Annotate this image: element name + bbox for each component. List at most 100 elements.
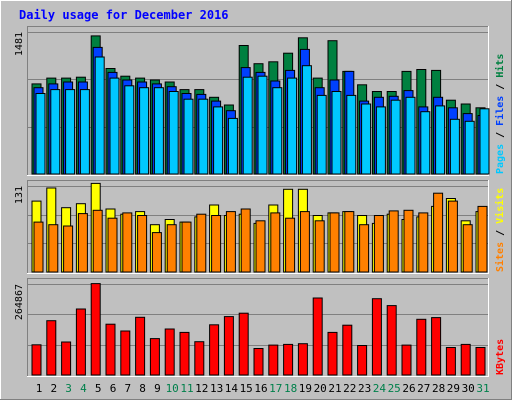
bar-kbytes-day-12 [194,341,205,376]
x-tick-label-day-8: 8 [139,382,146,395]
bar-kbytes-day-16 [253,348,264,376]
bar-kbytes-day-17 [268,344,279,376]
bar-pages-day-5 [94,56,105,175]
bar-pages-day-10 [168,91,179,175]
legend-sites: Sites [494,242,506,272]
bar-pages-day-27 [420,111,431,175]
y-max-label: 1481 [14,32,25,56]
bar-pages-day-17 [272,87,283,175]
bar-kbytes-day-10 [164,328,175,376]
x-tick-label-day-3: 3 [65,382,72,395]
legend-separator: / [495,78,506,96]
bar-kbytes-day-1 [31,344,42,376]
legend-files: Files [494,96,506,126]
x-tick-label-day-4: 4 [80,382,87,395]
bar-pages-day-20 [316,94,327,175]
x-tick-label-day-26: 26 [402,382,415,395]
bar-kbytes-day-5 [90,283,101,376]
bar-sites-day-15 [240,208,251,273]
bar-pages-day-30 [464,120,475,175]
bar-pages-day-2 [50,89,61,175]
bar-sites-day-31 [477,205,488,273]
bar-kbytes-day-15 [238,312,249,376]
bar-sites-day-17 [270,212,281,273]
legend-visits: Visits [494,188,506,224]
bar-kbytes-day-4 [75,308,86,376]
x-tick-label-day-22: 22 [343,382,356,395]
x-tick-label-day-29: 29 [447,382,460,395]
bar-kbytes-day-6 [105,323,116,376]
bar-sites-day-18 [285,217,296,273]
bar-pages-day-12 [198,98,209,175]
x-tick-label-day-21: 21 [328,382,341,395]
bar-kbytes-day-3 [61,341,72,376]
legend-separator: / [495,224,506,242]
bar-sites-day-30 [462,224,473,273]
x-tick-label-day-7: 7 [124,382,131,395]
bar-pages-day-4 [79,89,90,175]
bar-pages-day-24 [375,106,386,175]
bar-pages-day-11 [183,98,194,175]
bar-kbytes-day-7 [120,330,131,376]
series-legend: Pages / Files / Hits [494,54,506,174]
bar-sites-day-16 [255,220,266,273]
bar-kbytes-day-22 [342,324,353,376]
x-tick-label-day-15: 15 [240,382,253,395]
bar-pages-day-18 [287,77,298,175]
bar-sites-day-26 [403,209,414,273]
bar-pages-day-1 [35,93,46,175]
x-tick-label-day-17: 17 [269,382,282,395]
panel-kbytes: 264867 KBytes [14,278,506,377]
chart-title: Daily usage for December 2016 [19,8,229,22]
bar-kbytes-day-18 [283,343,294,376]
bar-sites-day-5 [92,209,103,273]
bar-pages-day-19 [301,65,312,175]
bar-sites-day-1 [33,221,44,273]
bar-kbytes-day-31 [475,347,486,376]
chart-panels: 1481 Pages / Files / Hits 131 Sites / Visit… [14,26,506,377]
bar-pages-day-6 [109,77,120,175]
bar-pages-day-3 [65,89,76,175]
bar-kbytes-day-23 [357,345,368,376]
bar-pages-day-22 [346,94,357,175]
x-tick-label-day-25: 25 [388,382,401,395]
bar-sites-day-9 [151,232,162,273]
legend-hits: Hits [494,54,506,78]
x-tick-label-day-11: 11 [180,382,193,395]
x-tick-label-day-30: 30 [462,382,475,395]
x-tick-label-day-1: 1 [36,382,43,395]
bar-pages-day-15 [242,76,253,175]
bar-sites-day-12 [196,213,207,273]
bar-pages-day-26 [405,96,416,175]
legend-separator: / [495,126,506,144]
bar-sites-day-8 [137,215,148,273]
bar-sites-day-11 [181,221,192,273]
bar-sites-day-25 [388,210,399,273]
bar-pages-day-9 [153,87,164,175]
bar-pages-day-13 [213,106,224,175]
bar-pages-day-8 [139,87,150,175]
bar-kbytes-day-24 [371,298,382,376]
x-tick-label-day-10: 10 [166,382,179,395]
x-tick-label-day-28: 28 [432,382,445,395]
bar-sites-day-27 [418,212,429,273]
bar-pages-day-23 [361,103,372,175]
x-tick-label-day-9: 9 [154,382,161,395]
bar-sites-day-2 [48,224,59,273]
x-tick-label-day-18: 18 [284,382,297,395]
x-tick-label-day-5: 5 [95,382,102,395]
bar-kbytes-day-8 [135,316,146,376]
bar-pages-day-29 [449,118,460,175]
bar-kbytes-day-2 [46,320,57,376]
bar-kbytes-day-14 [223,316,234,376]
bar-sites-day-23 [359,224,370,273]
bar-sites-day-22 [344,211,355,273]
bar-pages-day-14 [227,117,238,175]
bar-kbytes-day-21 [327,331,338,376]
bar-sites-day-3 [63,225,74,273]
bar-kbytes-day-11 [179,331,190,376]
y-max-label: 131 [14,186,25,204]
x-tick-label-day-13: 13 [210,382,223,395]
